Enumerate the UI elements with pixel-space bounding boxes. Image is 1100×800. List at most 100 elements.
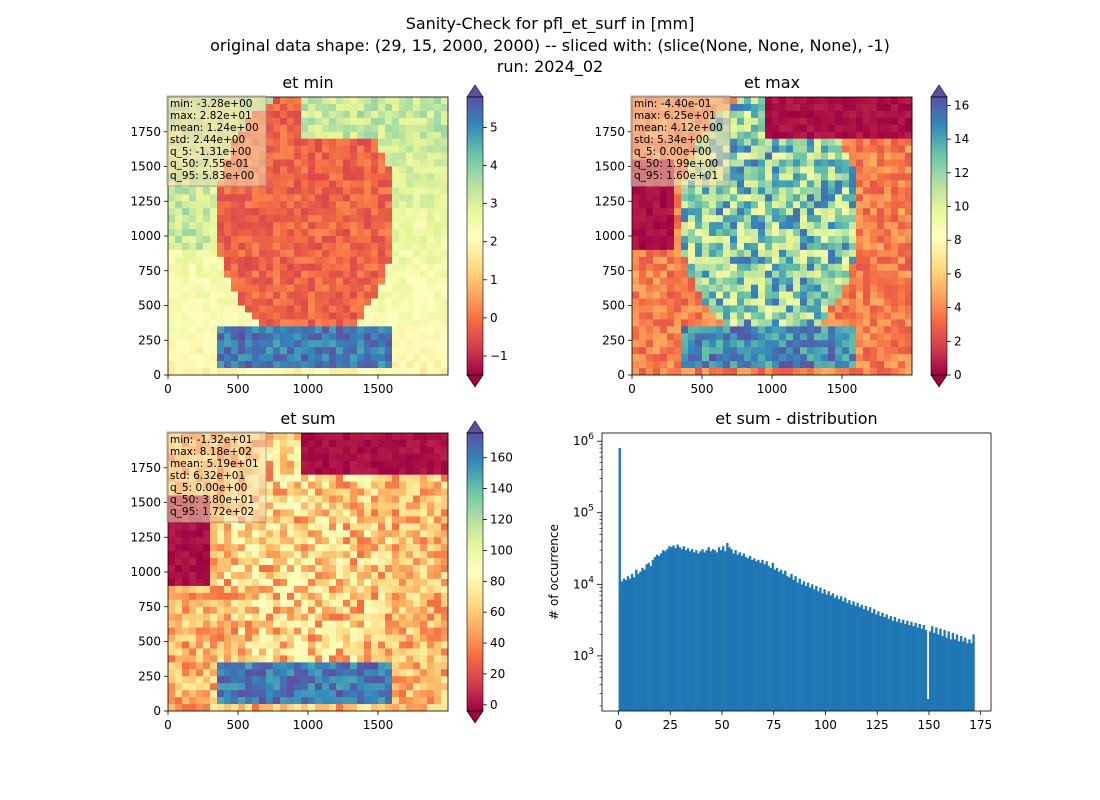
heatmap-cell: [224, 662, 232, 670]
heatmap-cell: [357, 655, 365, 663]
heatmap-cell: [343, 249, 351, 258]
heatmap-cell: [870, 312, 878, 320]
heatmap-cell: [870, 361, 878, 369]
heatmap-cell: [350, 187, 358, 195]
heatmap-cell: [329, 298, 337, 306]
heatmap-cell: [716, 354, 724, 362]
heatmap-cell: [730, 277, 738, 286]
heatmap-cell: [856, 110, 864, 119]
heatmap-cell: [420, 627, 428, 635]
heatmap-cell: [273, 697, 281, 705]
heatmap-cell: [224, 592, 232, 601]
heatmap-cell: [210, 537, 218, 545]
heatmap-cell: [863, 222, 871, 230]
heatmap-cell: [751, 208, 759, 216]
heatmap-cell: [273, 578, 281, 587]
heatmap-cell: [378, 627, 386, 635]
heatmap-cell: [273, 648, 281, 656]
heatmap-cell: [660, 187, 668, 195]
heatmap-cell: [210, 669, 218, 677]
heatmap-cell: [385, 333, 393, 341]
heatmap-cell: [891, 138, 899, 147]
heatmap-cell: [828, 326, 836, 334]
heatmap-cell: [730, 270, 738, 279]
heatmap-cell: [849, 117, 857, 126]
stats-line: std: 5.34e+00: [634, 134, 709, 146]
stats-line: q_95: 1.72e+02: [170, 506, 254, 518]
heatmap-cell: [350, 558, 358, 566]
heatmap-cell: [231, 333, 239, 341]
heatmap-cell: [224, 354, 232, 362]
heatmap-cell: [751, 270, 759, 279]
heatmap-cell: [357, 599, 365, 608]
heatmap-cell: [287, 305, 295, 313]
heatmap-cell: [392, 662, 400, 670]
heatmap-cell: [695, 194, 703, 202]
heatmap-cell: [632, 284, 640, 292]
heatmap-cell: [646, 208, 654, 216]
heatmap-cell: [709, 326, 717, 334]
heatmap-cell: [210, 291, 218, 299]
heatmap-cell: [814, 159, 822, 167]
heatmap-cell: [863, 354, 871, 362]
heatmap-cell: [252, 558, 260, 566]
heatmap-cell: [765, 368, 773, 376]
heatmap-cell: [842, 236, 850, 244]
heatmap-cell: [392, 124, 400, 133]
heatmap-cell: [175, 256, 183, 265]
heatmap-cell: [779, 291, 787, 299]
heatmap-cell: [252, 256, 260, 265]
heatmap-cell: [371, 180, 379, 188]
heatmap-cell: [280, 124, 288, 133]
heatmap-cell: [224, 277, 232, 286]
heatmap-cell: [378, 242, 386, 251]
heatmap-cell: [357, 578, 365, 587]
heatmap-cell: [863, 312, 871, 320]
heatmap-cell: [294, 319, 302, 327]
heatmap-cell: [674, 284, 682, 292]
heatmap-cell: [413, 467, 421, 476]
heatmap-cell: [287, 453, 295, 462]
heatmap-cell: [210, 676, 218, 684]
heatmap-cell: [863, 256, 871, 265]
heatmap-cell: [371, 110, 379, 119]
heatmap-cell: [730, 298, 738, 306]
heatmap-cell: [842, 215, 850, 223]
heatmap-cell: [224, 523, 232, 531]
heatmap-cell: [252, 340, 260, 348]
heatmap-cell: [441, 305, 449, 313]
heatmap-cell: [399, 446, 407, 455]
heatmap-cell: [413, 599, 421, 608]
heatmap-cell: [863, 208, 871, 216]
heatmap-cell: [273, 530, 281, 538]
heatmap-cell: [231, 683, 239, 691]
stats-line: q_95: 1.60e+01: [634, 170, 718, 182]
colorbar-tick-label: 16: [954, 98, 969, 112]
heatmap-cell: [245, 249, 253, 258]
heatmap-cell: [350, 669, 358, 677]
heatmap-cell: [315, 124, 323, 133]
heatmap-cell: [688, 333, 696, 341]
heatmap-cell: [259, 683, 267, 691]
heatmap-cell: [210, 544, 218, 552]
heatmap-cell: [814, 229, 822, 237]
heatmap-cell: [434, 270, 442, 279]
heatmap-cell: [280, 578, 288, 587]
heatmap-cell: [821, 131, 829, 140]
heatmap-cell: [217, 249, 225, 258]
heatmap-cell: [688, 312, 696, 320]
heatmap-cell: [751, 333, 759, 341]
heatmap-cell: [688, 291, 696, 299]
heatmap-cell: [863, 236, 871, 244]
heatmap-cell: [821, 263, 829, 272]
heatmap-cell: [210, 249, 218, 258]
heatmap-cell: [737, 368, 745, 376]
heatmap-cell: [280, 683, 288, 691]
heatmap-cell: [842, 242, 850, 251]
heatmap-cell: [294, 298, 302, 306]
heatmap-cell: [329, 103, 337, 112]
heatmap-cell: [252, 627, 260, 635]
heatmap-cell: [378, 138, 386, 147]
heatmap-cell: [322, 326, 330, 334]
heatmap-cell: [350, 648, 358, 656]
